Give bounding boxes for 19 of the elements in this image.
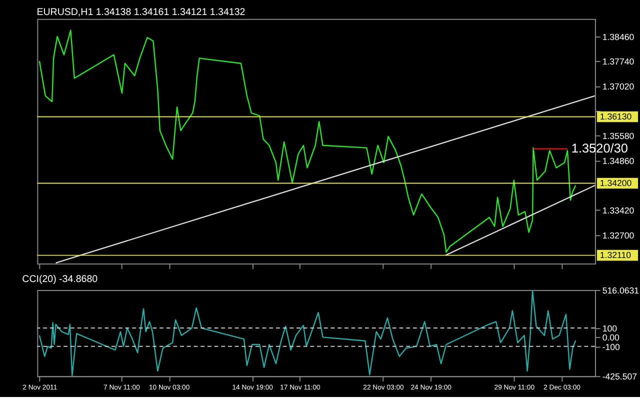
chart-title: EURUSD,H1 1.34138 1.34161 1.34121 1.34132 [36, 7, 246, 18]
y-tick-label: 1.33420 [602, 206, 634, 216]
y-tick-label: 1.34860 [602, 156, 634, 166]
ref-line-label: 1.34200 [600, 178, 632, 188]
y-tick-label: -425.507 [602, 372, 638, 382]
y-tick-label: 516.0631 [602, 285, 640, 296]
y-tick-label: 1.38460 [602, 32, 634, 42]
y-tick-label: 0.00 [602, 332, 620, 343]
y-tick-label: 1.37740 [602, 56, 634, 67]
y-tick-label: 1.35580 [602, 131, 634, 142]
ref-line-label: 1.36130 [600, 112, 632, 122]
ref-line-label: 1.32110 [600, 250, 632, 260]
y-tick-label: -100 [602, 342, 620, 352]
annotation: 1.3520/30 [571, 140, 628, 156]
y-tick-label: 1.32700 [602, 230, 634, 240]
line-series [38, 290, 576, 376]
y-tick-label: 100 [602, 323, 618, 334]
chart-title: CCI(20) -34.8680 [22, 274, 98, 286]
y-tick-label: 1.37020 [602, 82, 634, 92]
